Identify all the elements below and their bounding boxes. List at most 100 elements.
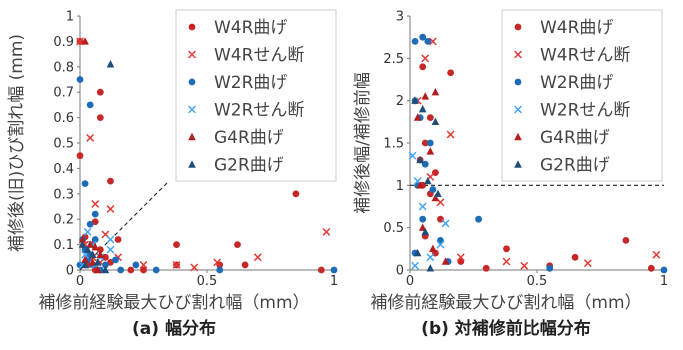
y-tick-label: 0.9 [53,35,74,50]
data-point [436,240,445,249]
data-point [431,117,440,126]
data-point [441,257,450,265]
data-point [88,250,97,258]
data-point [426,114,434,121]
data-point [421,139,429,147]
data-point [96,114,104,121]
data-point [91,242,100,251]
data-point [418,202,427,211]
legend-marker [514,78,522,86]
data-point [102,261,109,269]
data-point [106,205,115,213]
data-point [106,245,115,254]
legend-marker [514,50,522,59]
data-point [571,253,579,261]
data-point [431,88,440,96]
data-point [419,215,427,223]
series-5 [411,96,442,272]
chart-caption: (a) 幅分布 [132,318,216,339]
data-point [647,264,655,272]
data-point [446,130,455,139]
data-point [114,236,122,243]
x-tick-label: 0.5 [527,274,548,289]
legend-label: W4R曲げ [540,18,613,38]
data-point [216,266,224,274]
data-point [78,235,87,243]
y-tick-label: 0 [66,264,74,279]
data-point [421,92,430,100]
data-point [101,265,110,274]
data-point [253,253,262,262]
data-point [107,258,114,266]
data-point [139,260,148,269]
data-point [96,88,104,96]
legend-label: W4R曲げ [214,18,287,38]
data-point [132,261,140,269]
data-point [503,245,510,253]
y-axis-title: 補修後(旧)ひび割れ幅 (mm) [7,34,27,252]
legend-label: W2R曲げ [540,73,613,93]
data-point [408,151,417,160]
chart-caption: (b) 対補修前比幅分布 [421,318,591,339]
data-point [76,152,84,160]
legend-label: G2R曲げ [214,156,284,176]
legend-label: G4R曲げ [214,128,284,148]
data-point [213,258,222,267]
data-point [127,266,135,274]
legend-marker [514,105,522,114]
legend-label: W4Rせん断 [540,46,630,66]
data-point [91,236,99,243]
y-tick-label: 2 [396,94,404,109]
y-tick-label: 0.6 [53,111,74,126]
data-point [520,261,529,270]
legend-label: G4R曲げ [540,128,610,148]
data-point [416,181,424,189]
data-point [88,258,97,266]
data-point [86,240,94,248]
data-point [456,253,465,262]
data-point [93,258,102,266]
y-tick-label: 0.4 [53,162,74,177]
data-point [96,250,105,258]
legend: W4R曲げ W4Rせん断 W2R曲げ W2Rせん断 G4R曲げ G2R曲げ [501,9,663,182]
data-point [140,266,147,274]
data-point [583,259,592,268]
legend-label: W2R曲げ [214,73,287,93]
chart-panel-a: 00.10.20.30.40.50.60.70.80.910 0.5 1W4R曲げW… [7,9,338,339]
data-point [441,219,450,228]
data-point [424,38,432,45]
data-point [411,38,419,45]
data-point [117,266,125,274]
x-tick-label: 0 [76,274,84,289]
data-point [86,101,94,109]
data-point [83,227,92,236]
legend-marker [188,78,196,86]
data-point [419,33,427,41]
data-point [411,261,420,270]
data-point [482,264,490,272]
data-point [241,261,249,269]
data-point [622,236,630,244]
series-5 [78,60,115,274]
y-tick-label: 0.5 [383,221,404,236]
y-tick-label: 0.1 [53,238,74,253]
y-tick-label: 0 [396,264,404,279]
data-point [81,260,89,269]
legend-label: W2Rせん断 [540,101,630,121]
data-point [96,246,104,254]
data-point [173,241,180,249]
series-3 [408,151,450,270]
data-point [330,266,338,274]
data-point [502,257,511,266]
data-point [81,255,89,264]
data-point [106,60,115,68]
data-point [152,266,160,274]
data-point [429,244,437,253]
legend-label: W2Rせん断 [214,101,304,121]
data-point [317,266,325,274]
legend-box [175,9,337,182]
data-point [421,54,430,63]
series-4 [78,37,105,274]
data-point [292,190,300,198]
data-point [426,147,435,155]
